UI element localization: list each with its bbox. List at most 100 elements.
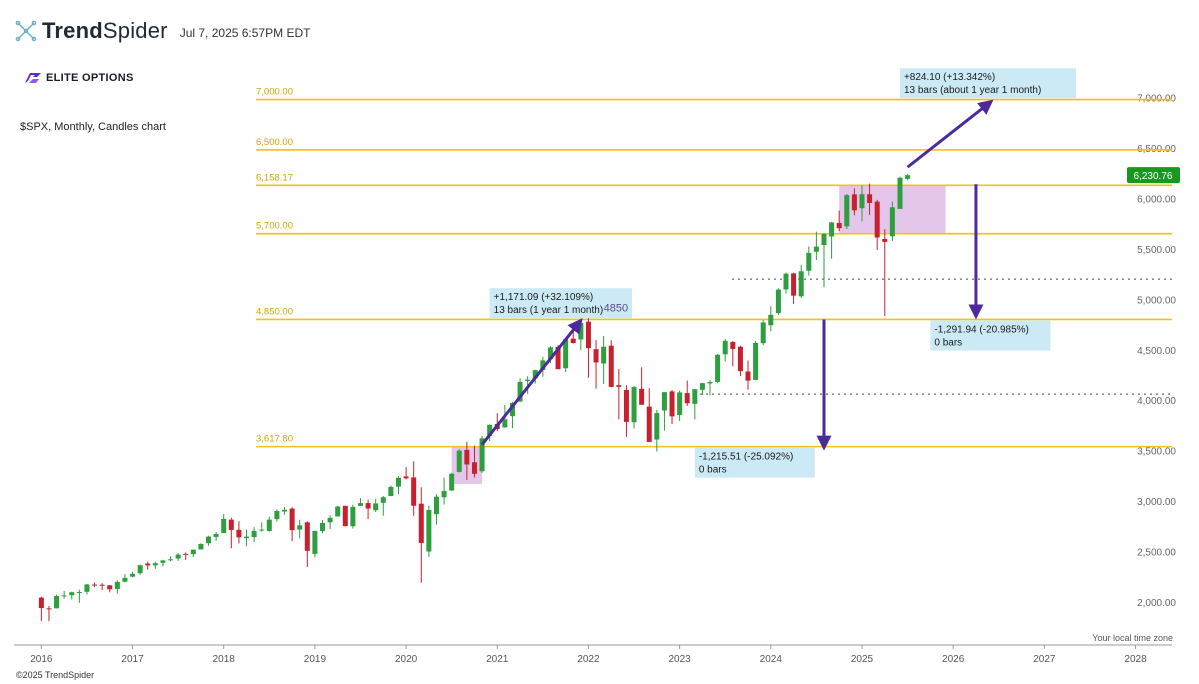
x-tick-label: 2021 <box>486 654 509 665</box>
candle <box>175 553 181 561</box>
candle <box>471 445 477 478</box>
candle-body <box>327 517 333 523</box>
candle-body <box>418 503 424 543</box>
candle <box>897 176 903 209</box>
x-tick-label: 2026 <box>942 654 965 665</box>
candle <box>388 485 394 497</box>
candle-body <box>145 563 151 566</box>
candle-body <box>395 477 401 487</box>
candle-body <box>190 549 196 555</box>
candle-body <box>76 592 82 594</box>
candle <box>677 390 683 421</box>
candle-body <box>464 449 470 465</box>
candle-body <box>692 389 698 404</box>
candle-body <box>373 503 379 511</box>
candle <box>464 441 470 480</box>
candle-body <box>555 346 561 370</box>
candle <box>433 494 439 525</box>
candle <box>829 221 835 259</box>
candle-body <box>608 345 614 387</box>
measurement-box: -1,291.94 (-20.985%) 0 bars <box>930 320 1051 351</box>
last-price-tag <box>1127 167 1180 184</box>
candle-body <box>168 559 174 561</box>
candle-body <box>570 338 576 343</box>
candle-body <box>388 486 394 497</box>
candle-body <box>357 503 363 506</box>
candle-body <box>791 273 797 296</box>
candle-body <box>380 497 386 503</box>
candle <box>251 527 257 542</box>
y-tick-label: 3,500.00 <box>1137 447 1176 458</box>
candle-body <box>540 360 546 370</box>
candle <box>601 335 607 384</box>
x-tick-label: 2025 <box>851 654 874 665</box>
candle-body <box>593 349 599 363</box>
measurement-change: -1,291.94 (-20.985%) <box>934 324 1029 335</box>
measurement-bars: 0 bars <box>934 337 962 348</box>
candle-body <box>882 238 888 242</box>
candle <box>441 477 447 505</box>
candle <box>99 583 105 590</box>
candle-body <box>836 222 842 229</box>
candle <box>775 288 781 315</box>
candle-body <box>411 477 417 506</box>
candle <box>395 476 401 495</box>
candle <box>684 380 690 406</box>
candle-body <box>646 406 652 442</box>
candle <box>707 380 713 396</box>
candle-body <box>99 584 105 586</box>
candle <box>813 231 819 260</box>
price-level-label: 6,500.00 <box>256 137 293 148</box>
candle-body <box>350 506 356 527</box>
candle-body <box>798 271 804 297</box>
candle-body <box>532 370 538 379</box>
candle <box>859 185 865 222</box>
candle-body <box>844 195 850 227</box>
candle <box>327 515 333 530</box>
measurement-bars: 13 bars (1 year 1 month) <box>494 305 603 316</box>
candle <box>456 449 462 473</box>
candle <box>783 272 789 294</box>
candle <box>114 580 120 594</box>
candle <box>46 605 52 622</box>
candle <box>137 564 143 575</box>
candle <box>160 559 166 567</box>
header: TrendSpider Jul 7, 2025 6:57PM EDT <box>14 16 310 46</box>
candle <box>145 561 151 570</box>
candle <box>699 383 705 396</box>
candle-body <box>251 530 257 538</box>
y-tick-label: 3,000.00 <box>1137 497 1176 508</box>
candle <box>623 385 629 437</box>
candle <box>282 507 288 515</box>
candle-body <box>867 194 873 203</box>
candle <box>585 317 591 378</box>
candle-body <box>745 371 751 381</box>
candle <box>297 519 303 539</box>
candle-body <box>221 518 227 534</box>
candle-body <box>661 392 667 411</box>
candle <box>130 571 136 578</box>
candle <box>692 389 698 420</box>
candle-body <box>684 393 690 404</box>
price-level-label: 7,000.00 <box>256 87 293 98</box>
candle-body <box>152 563 158 566</box>
candle-body <box>335 506 341 517</box>
candle <box>259 522 265 532</box>
candle <box>905 174 911 181</box>
candle <box>312 530 318 558</box>
candle-body <box>319 522 325 532</box>
candle-body <box>699 383 705 390</box>
candle-body <box>92 584 98 586</box>
measurement-change: +824.10 (+13.342%) <box>904 72 995 83</box>
candle <box>874 199 880 250</box>
price-level-label: 6,158.17 <box>256 172 293 183</box>
candle-body <box>282 509 288 512</box>
measurement-box: +1,171.09 (+32.109%) 13 bars (1 year 1 mo… <box>489 288 633 319</box>
measurement-box-bg <box>489 288 633 319</box>
candle-body <box>289 508 295 531</box>
candle-body <box>874 201 880 238</box>
candle-body <box>137 565 143 574</box>
measurement-box: -1,215.51 (-25.092%) 0 bars <box>694 447 815 478</box>
candle-body <box>715 354 721 382</box>
